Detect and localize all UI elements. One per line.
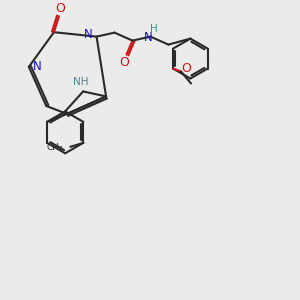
Text: N: N — [32, 60, 41, 74]
Text: N: N — [144, 31, 153, 44]
Text: NH: NH — [74, 77, 89, 88]
Text: O: O — [55, 2, 65, 15]
Text: O: O — [120, 56, 129, 69]
Text: O: O — [181, 62, 191, 75]
Text: N: N — [84, 28, 93, 41]
Text: H: H — [150, 24, 157, 34]
Text: CH₃: CH₃ — [47, 143, 63, 152]
